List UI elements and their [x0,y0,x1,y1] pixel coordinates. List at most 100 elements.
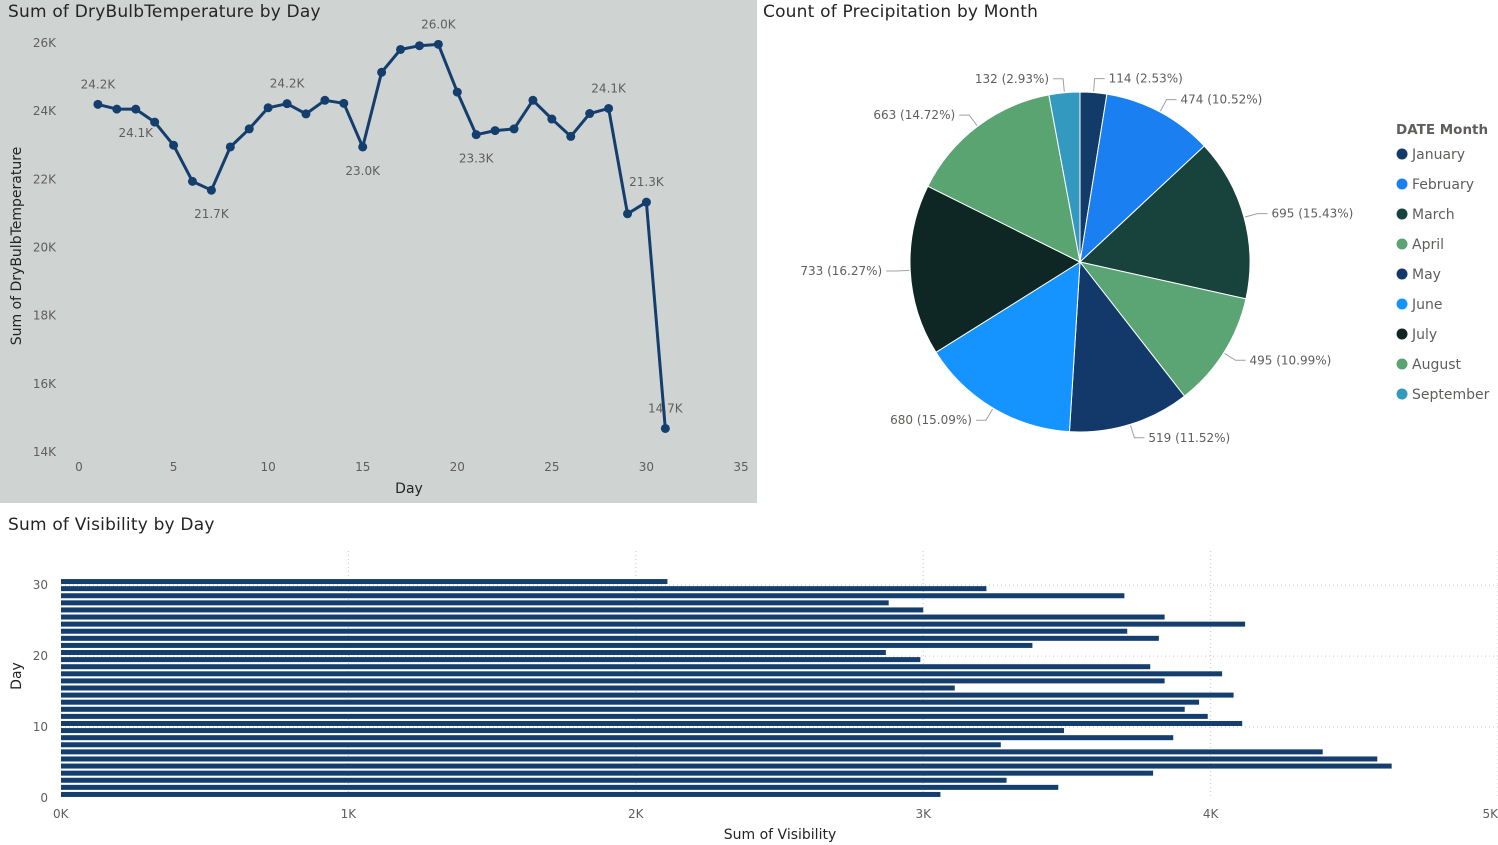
data-label: 23.3K [459,152,495,166]
data-point [433,39,443,49]
pie-slice-august [927,94,1081,263]
data-label: 24.1K [118,126,154,140]
pie-slice-march [1078,145,1251,300]
legend-marker-july [1396,328,1408,340]
y-axis-title: Sum of DryBulbTemperature [9,147,25,346]
x-tick-label: 35 [733,460,748,474]
pie-chart-visual[interactable]: 114 (2.53%) 474 (10.52%) 695 (15.43%) 495 (… [757,0,1498,503]
pie-slice-july [909,185,1082,354]
bar [61,593,1125,599]
legend-marker-september [1396,388,1408,400]
y-tick-label: 26K [33,36,57,50]
bar [61,614,1165,620]
legend-marker-august [1396,358,1408,370]
y-tick-label: 20 [33,649,48,663]
pie-leader-line [1130,425,1145,439]
pie-leader-line [1159,99,1177,112]
data-label: 24.2K [81,77,117,91]
pie-slice-may [1068,260,1186,433]
bar [61,770,1154,776]
legend-item-august: August [1412,357,1462,373]
pie-data-label: 474 (10.52%) [1181,93,1263,107]
data-point [150,117,160,127]
pie-leader-line [959,114,978,126]
data-label: 24.1K [591,81,627,95]
pie-data-label: 495 (10.99%) [1250,353,1332,367]
data-point [377,67,387,77]
data-label: 14.7K [648,401,684,415]
data-point [206,185,216,195]
bar [61,671,1223,677]
line-chart-visual[interactable]: 14K 16K 18K 20K 22K 24K 26K 0 5 10 15 20 25 30 35 Day Su… [0,0,757,503]
x-tick-label: 20 [450,460,465,474]
data-point [112,104,122,114]
bar-chart-svg: 0 10 20 30 0K 1K 2K 3K 4K 5K Sum of Visibility Day [9,551,1498,843]
data-point [169,140,179,150]
x-axis-title: Day [395,481,423,497]
pie-leader-line [1093,78,1105,92]
legend-marker-april [1396,238,1408,250]
y-tick-label: 30 [33,578,48,592]
bar-chart-visual[interactable]: 0 10 20 30 0K 1K 2K 3K 4K 5K Sum of Visibility Day … [0,513,1498,845]
pie-leader-line [1053,78,1065,92]
pie-data-label: 519 (11.52%) [1148,431,1230,445]
pie-slice-june [935,261,1081,433]
data-point [623,209,633,219]
data-point [566,131,576,141]
data-point [414,41,424,51]
bar [61,579,668,585]
bar [61,621,1246,627]
bar [61,735,1174,741]
x-tick-label: 25 [544,460,559,474]
x-tick-label: 5 [170,460,178,474]
bar [61,678,1165,684]
y-tick-label: 0 [40,791,48,805]
data-point [547,114,557,124]
legend-marker-june [1396,298,1408,310]
bar [61,664,1151,670]
data-point [396,44,406,54]
data-point [301,109,311,119]
legend-item-march: March [1412,207,1455,223]
legend-item-september: September [1412,387,1490,403]
bar [61,713,1208,719]
y-axis-title: Day [9,662,25,690]
pie-chart-title: Count of Precipitation by Month [763,2,1039,22]
pie-slice-february [1079,93,1206,264]
bar [61,777,1007,783]
x-tick-label: 0 [75,460,83,474]
bar [61,600,889,606]
pie-chart-svg: 114 (2.53%) 474 (10.52%) 695 (15.43%) 495 (… [800,72,1490,445]
x-tick-label: 2K [628,807,645,821]
bar [61,692,1234,698]
legend-marker-march [1396,208,1408,220]
line-chart-title: Sum of DryBulbTemperature by Day [8,2,321,22]
data-point [339,98,349,108]
data-label: 21.3K [629,175,665,189]
y-tick-label: 24K [33,104,57,118]
data-point [509,124,519,134]
pie-data-label: 733 (16.27%) [800,264,882,278]
x-axis-title: Sum of Visibility [724,827,836,843]
bar [61,706,1185,712]
y-tick-label: 22K [33,172,57,186]
data-point [471,130,481,140]
legend-item-july: July [1411,327,1437,343]
pie-leader-line [886,269,910,272]
bar [61,728,1065,734]
legend-marker-february [1396,178,1408,190]
legend-item-april: April [1412,237,1444,253]
x-tick-label: 3K [915,807,932,821]
data-point [263,103,273,113]
bar [61,742,1001,748]
pie-data-label: 663 (14.72%) [873,108,955,122]
bar [61,763,1392,769]
legend-item-january: January [1411,147,1465,163]
bar [61,642,1033,648]
pie-slice-april [1078,261,1247,397]
pie-data-label: 680 (15.09%) [890,413,972,427]
data-label: 21.7K [194,207,230,221]
data-point [187,176,197,186]
y-tick-label: 14K [33,445,57,459]
pie-slice-september [1048,91,1081,263]
